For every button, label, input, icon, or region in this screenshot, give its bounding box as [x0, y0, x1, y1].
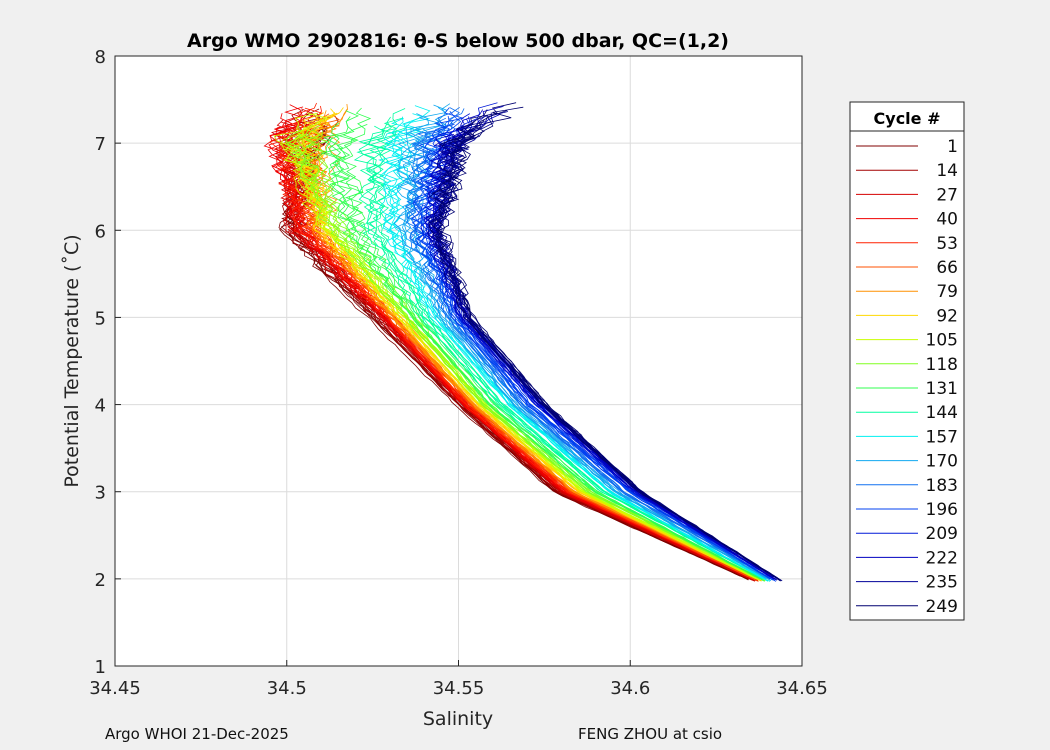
profile-line — [287, 121, 748, 578]
legend-item: 1 — [856, 137, 958, 157]
legend-title: Cycle # — [874, 109, 941, 128]
series-cycle-157 — [378, 105, 771, 582]
profile-line — [288, 115, 762, 582]
y-tick-label: 6 — [95, 221, 106, 242]
legend-label: 249 — [926, 597, 958, 617]
legend-item: 92 — [856, 306, 958, 326]
profile-line — [371, 126, 762, 578]
profile-line — [302, 123, 756, 579]
legend-item: 196 — [856, 500, 958, 520]
legend-item: 118 — [856, 355, 958, 375]
legend-item: 209 — [856, 524, 958, 544]
profile-line — [437, 110, 781, 582]
series-cycle-118 — [284, 125, 766, 582]
legend-label: 183 — [926, 476, 958, 496]
footer-right: FENG ZHOU at csio — [578, 725, 723, 743]
legend-item: 157 — [856, 427, 958, 447]
legend-item: 79 — [856, 282, 958, 302]
profile-line — [284, 125, 764, 581]
series-cycle-131 — [320, 107, 765, 582]
y-tick-label: 1 — [95, 657, 106, 678]
y-tick-label: 5 — [95, 308, 106, 329]
legend-label: 170 — [926, 452, 958, 472]
y-tick-label: 2 — [95, 570, 106, 591]
x-axis-label: Salinity — [423, 708, 493, 730]
legend-label: 40 — [936, 210, 958, 230]
profile-line — [411, 107, 771, 579]
legend-item: 249 — [856, 597, 958, 617]
x-tick-label: 34.45 — [89, 678, 141, 699]
legend-label: 53 — [936, 234, 958, 254]
legend-label: 222 — [926, 548, 958, 568]
profile-line — [428, 102, 778, 579]
footer-left: Argo WHOI 21-Dec-2025 — [105, 725, 289, 743]
series-cycle-196 — [411, 107, 777, 582]
legend-label: 105 — [926, 331, 958, 351]
legend-item: 144 — [856, 403, 958, 423]
profile-line — [393, 113, 767, 580]
legend-item: 222 — [856, 548, 958, 568]
legend-item: 170 — [856, 452, 958, 472]
profile-line — [335, 107, 762, 579]
profile-line — [263, 129, 756, 581]
y-tick-label: 4 — [95, 396, 106, 417]
profile-line — [325, 110, 765, 582]
y-axis-label: Potential Temperature (˚C) — [61, 234, 83, 487]
y-tick-label: 3 — [95, 483, 106, 504]
legend-label: 209 — [926, 524, 958, 544]
profile-line — [270, 126, 745, 578]
legend-label: 66 — [936, 258, 958, 278]
profile-line — [273, 130, 760, 581]
series-cycle-170 — [393, 103, 772, 582]
x-tick-label: 34.6 — [610, 678, 650, 699]
legend-label: 1 — [947, 137, 958, 157]
legend: Cycle # 1 14 27 40 53 66 79 92 105 118 131 144 157 17… — [849, 101, 965, 621]
legend-item: 235 — [856, 573, 958, 593]
legend-label: 196 — [926, 500, 958, 520]
profile-line — [340, 124, 763, 580]
legend-label: 118 — [926, 355, 958, 375]
legend-label: 14 — [936, 161, 958, 181]
profile-line — [387, 105, 771, 582]
legend-item: 105 — [856, 331, 958, 351]
chart-title: Argo WMO 2902816: θ-S below 500 dbar, QC… — [187, 30, 729, 52]
x-tick-label: 34.55 — [433, 678, 485, 699]
series-cycle-144 — [353, 108, 769, 582]
profile-line — [427, 102, 775, 579]
legend-item: 183 — [856, 476, 958, 496]
profile-line — [382, 116, 762, 578]
legend-item: 131 — [856, 379, 958, 399]
profile-line — [362, 117, 764, 579]
x-tick-label: 34.65 — [776, 678, 828, 699]
profile-line — [267, 113, 753, 579]
legend-label: 157 — [926, 427, 958, 447]
profile-line — [382, 131, 769, 582]
legend-item: 14 — [856, 161, 958, 181]
profile-line — [439, 106, 777, 579]
legend-label: 131 — [926, 379, 958, 399]
legend-label: 79 — [936, 282, 958, 302]
legend-label: 235 — [926, 573, 958, 593]
y-tick-label: 8 — [95, 47, 106, 68]
legend-item: 66 — [856, 258, 958, 278]
legend-label: 27 — [936, 185, 958, 205]
legend-label: 144 — [926, 403, 958, 423]
y-tick-label: 7 — [95, 134, 106, 155]
x-tick-label: 34.5 — [267, 678, 307, 699]
series-cycle-249 — [428, 102, 782, 582]
legend-item: 53 — [856, 234, 958, 254]
profile-line — [422, 132, 770, 578]
legend-item: 40 — [856, 210, 958, 230]
legend-label: 92 — [936, 306, 958, 326]
legend-item: 27 — [856, 185, 958, 205]
profile-line — [334, 134, 762, 580]
profile-line — [279, 129, 749, 581]
